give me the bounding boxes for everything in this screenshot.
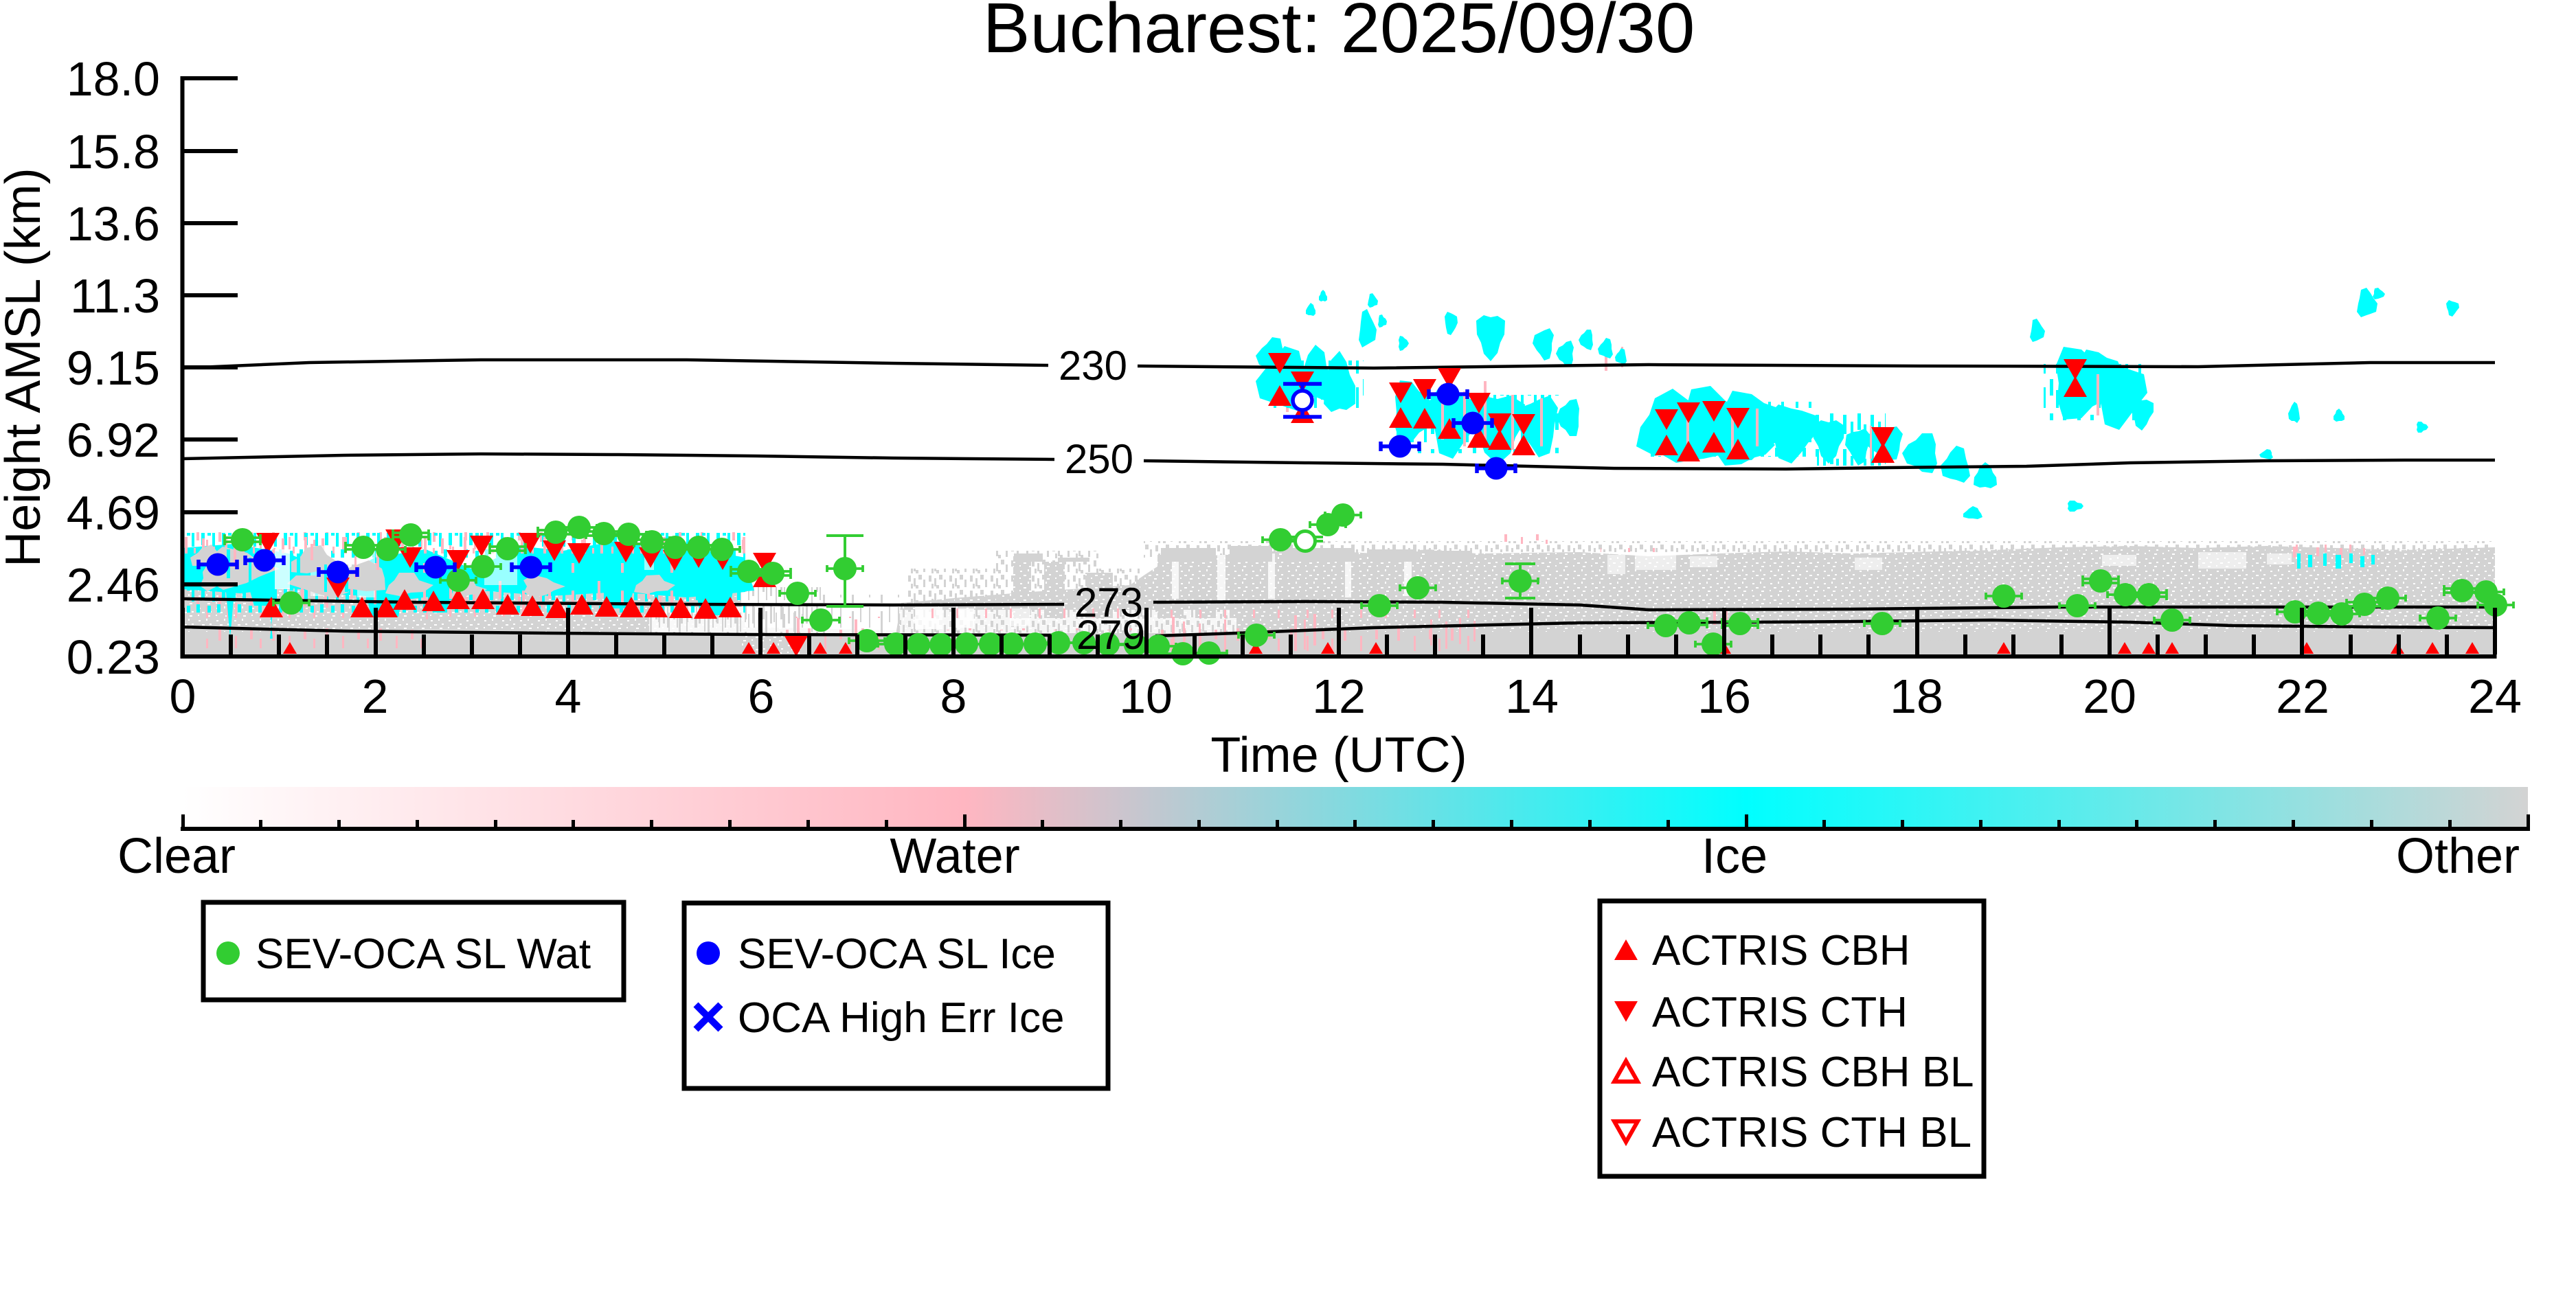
- svg-text:Water: Water: [890, 829, 1019, 884]
- svg-text:279: 279: [1076, 612, 1145, 658]
- svg-text:Other: Other: [2396, 829, 2520, 884]
- svg-text:ACTRIS CBH: ACTRIS CBH: [1652, 927, 1910, 974]
- svg-text:4.69: 4.69: [67, 486, 160, 540]
- svg-text:SEV-OCA SL Ice: SEV-OCA SL Ice: [738, 930, 1056, 978]
- svg-text:18: 18: [1890, 670, 1943, 723]
- svg-text:Clear: Clear: [117, 829, 236, 884]
- svg-text:2: 2: [362, 670, 389, 723]
- svg-text:15.8: 15.8: [67, 125, 160, 179]
- svg-text:Height AMSL (km): Height AMSL (km): [0, 168, 51, 567]
- svg-text:SEV-OCA SL Wat: SEV-OCA SL Wat: [256, 930, 591, 978]
- svg-text:Time (UTC): Time (UTC): [1210, 728, 1467, 783]
- svg-text:273: 273: [1074, 580, 1143, 626]
- svg-text:18.0: 18.0: [67, 52, 160, 106]
- svg-text:OCA High Err Ice: OCA High Err Ice: [738, 994, 1064, 1042]
- svg-text:11.3: 11.3: [70, 269, 160, 323]
- svg-text:230: 230: [1059, 343, 1127, 389]
- svg-text:22: 22: [2276, 670, 2329, 723]
- svg-text:14: 14: [1505, 670, 1559, 723]
- svg-text:10: 10: [1119, 670, 1173, 723]
- svg-text:Ice: Ice: [1702, 829, 1767, 884]
- svg-text:16: 16: [1697, 670, 1751, 723]
- svg-text:ACTRIS CBH BL: ACTRIS CBH BL: [1652, 1049, 1974, 1096]
- svg-text:4: 4: [555, 670, 582, 723]
- svg-text:2.46: 2.46: [67, 558, 160, 612]
- svg-text:24: 24: [2468, 670, 2522, 723]
- svg-text:250: 250: [1065, 436, 1133, 482]
- svg-text:6: 6: [748, 670, 775, 723]
- svg-text:0.23: 0.23: [67, 630, 160, 684]
- svg-text:ACTRIS CTH: ACTRIS CTH: [1652, 989, 1908, 1036]
- svg-text:12: 12: [1312, 670, 1366, 723]
- svg-text:20: 20: [2083, 670, 2136, 723]
- svg-text:Bucharest: 2025/09/30: Bucharest: 2025/09/30: [983, 0, 1695, 67]
- svg-text:0: 0: [170, 670, 196, 723]
- svg-text:ACTRIS CTH BL: ACTRIS CTH BL: [1652, 1109, 1971, 1156]
- svg-text:6.92: 6.92: [67, 413, 160, 467]
- svg-text:13.6: 13.6: [67, 197, 160, 251]
- svg-text:8: 8: [940, 670, 967, 723]
- svg-text:9.15: 9.15: [67, 341, 160, 395]
